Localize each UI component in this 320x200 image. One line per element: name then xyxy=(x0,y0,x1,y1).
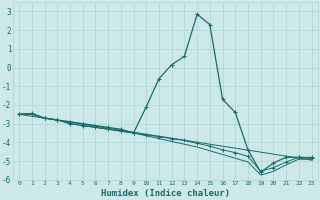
X-axis label: Humidex (Indice chaleur): Humidex (Indice chaleur) xyxy=(101,189,230,198)
